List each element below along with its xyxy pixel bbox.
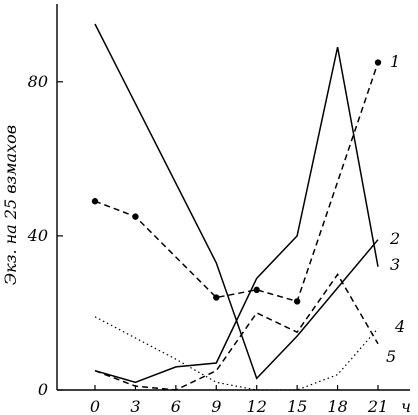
x-tick-label: 9 (211, 397, 221, 415)
x-axis-unit: ч (401, 397, 411, 415)
series-1-point (293, 298, 301, 305)
series-label-3: 3 (390, 255, 400, 274)
series-1-point (213, 294, 220, 301)
series-line-1 (94, 62, 379, 303)
y-axis-label: Экз. на 25 взмахов (1, 125, 20, 285)
series-label-5: 5 (386, 347, 396, 366)
tick-labels: 0 3 6 9 12 15 18 21 ч 0 40 80 (27, 72, 411, 415)
series-lines (94, 23, 379, 391)
series-1-point (374, 59, 382, 66)
series-line-3 (94, 23, 379, 380)
series-label-4: 4 (394, 317, 405, 336)
series-line-4 (94, 273, 379, 391)
x-tick-label: 21 (367, 397, 388, 415)
axes (56, 4, 410, 391)
x-tick-label: 6 (171, 397, 181, 415)
x-tick-label: 3 (130, 397, 140, 415)
y-tick-label: 40 (27, 226, 48, 245)
y-tick-label: 0 (38, 380, 48, 399)
series-1-point (91, 198, 99, 205)
x-tick-label: 12 (247, 397, 267, 415)
y-tick-label: 80 (28, 72, 48, 91)
x-tick-label: 15 (287, 397, 307, 415)
series-label-1: 1 (390, 52, 400, 71)
series-label-2: 2 (389, 229, 400, 248)
x-tick-label: 0 (90, 397, 100, 415)
series-markers (91, 59, 382, 305)
x-tick-label: 18 (327, 397, 347, 415)
series-line-5 (94, 316, 379, 391)
series-1-point (253, 286, 260, 294)
series-1-point (132, 213, 139, 220)
series-labels: 1 2 3 4 5 (386, 52, 405, 366)
